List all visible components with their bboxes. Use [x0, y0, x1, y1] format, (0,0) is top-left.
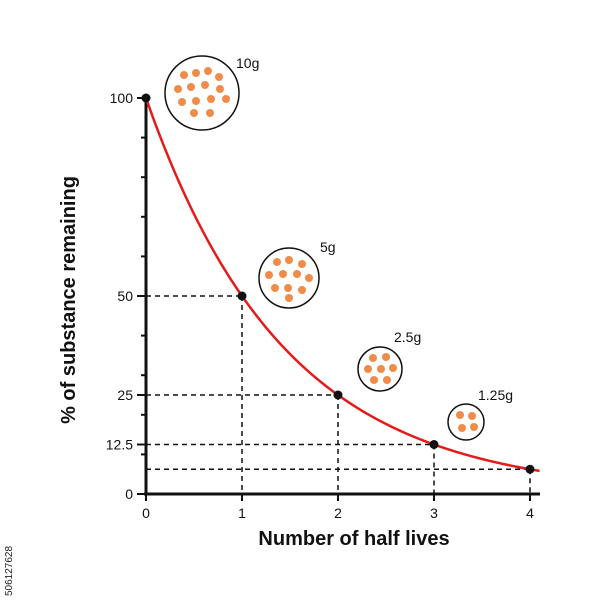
x-tick-label: 1	[238, 505, 246, 521]
y-tick-label: 0	[125, 486, 133, 502]
particle-dot	[284, 284, 292, 292]
data-point	[525, 464, 535, 474]
particle-dot	[207, 95, 215, 103]
decay-curve	[144, 97, 540, 473]
data-point	[333, 390, 343, 400]
y-axis-title: % of substance remaining	[58, 176, 80, 424]
x-tick-label: 3	[430, 505, 438, 521]
mass-label: 5g	[320, 239, 336, 255]
particle-dot	[201, 81, 209, 89]
particle-dot	[180, 71, 188, 79]
particle-dot	[370, 376, 378, 384]
particle-dot	[389, 364, 397, 372]
particle-dot	[293, 270, 301, 278]
particle-dot	[273, 258, 281, 266]
mass-label: 1.25g	[478, 387, 513, 403]
particle-dot	[377, 365, 385, 373]
particle-dot	[206, 109, 214, 117]
particle-samples: 10g 5g 2.5g 1.25g	[164, 55, 513, 441]
mass-label: 10g	[236, 55, 259, 71]
particle-dot	[305, 274, 313, 282]
data-point	[429, 440, 439, 449]
image-id-label: 506127628	[4, 446, 18, 596]
y-tick-label: 50	[117, 288, 133, 304]
sample-bubble	[447, 403, 485, 441]
sample-bubble	[164, 55, 240, 131]
x-tick-label: 0	[142, 505, 150, 521]
data-point	[141, 93, 151, 103]
particle-dot	[468, 412, 476, 420]
particle-dot	[192, 69, 200, 77]
particle-dot	[369, 354, 377, 362]
y-tick-label: 100	[110, 90, 134, 106]
particle-dot	[178, 98, 186, 106]
particle-dot	[383, 376, 391, 384]
x-axis-title: Number of half lives	[258, 528, 449, 550]
particle-dot	[265, 271, 273, 279]
particle-dot	[222, 95, 230, 103]
particle-dot	[298, 286, 306, 294]
particle-dot	[298, 260, 306, 268]
particle-dot	[382, 353, 390, 361]
particle-dot	[187, 83, 195, 91]
y-tick-label: 25	[117, 387, 133, 403]
guide-lines	[146, 295, 531, 494]
x-tick-label: 2	[334, 505, 342, 521]
image-id-text: 506127628	[4, 545, 15, 596]
particle-dot	[216, 85, 224, 93]
particle-dot	[271, 284, 279, 292]
particle-dot	[279, 270, 287, 278]
particle-dot	[204, 67, 212, 75]
particle-dot	[285, 256, 293, 264]
particle-dot	[470, 423, 478, 431]
x-tick-label: 4	[526, 505, 534, 521]
particle-dot	[174, 85, 182, 93]
mass-label: 2.5g	[394, 329, 421, 345]
x-ticks: 0 1 2 3 4	[142, 494, 534, 521]
y-tick-label: 12.5	[106, 437, 133, 453]
y-ticks: 0 12.5 25 50 100	[106, 90, 146, 502]
particle-dot	[192, 97, 200, 105]
data-point	[237, 291, 247, 301]
particle-dot	[190, 109, 198, 117]
particle-dot	[458, 424, 466, 432]
data-points	[141, 93, 535, 474]
particle-dot	[215, 73, 223, 81]
particle-dot	[285, 294, 293, 302]
particle-dot	[364, 365, 372, 373]
particle-dot	[456, 411, 464, 419]
